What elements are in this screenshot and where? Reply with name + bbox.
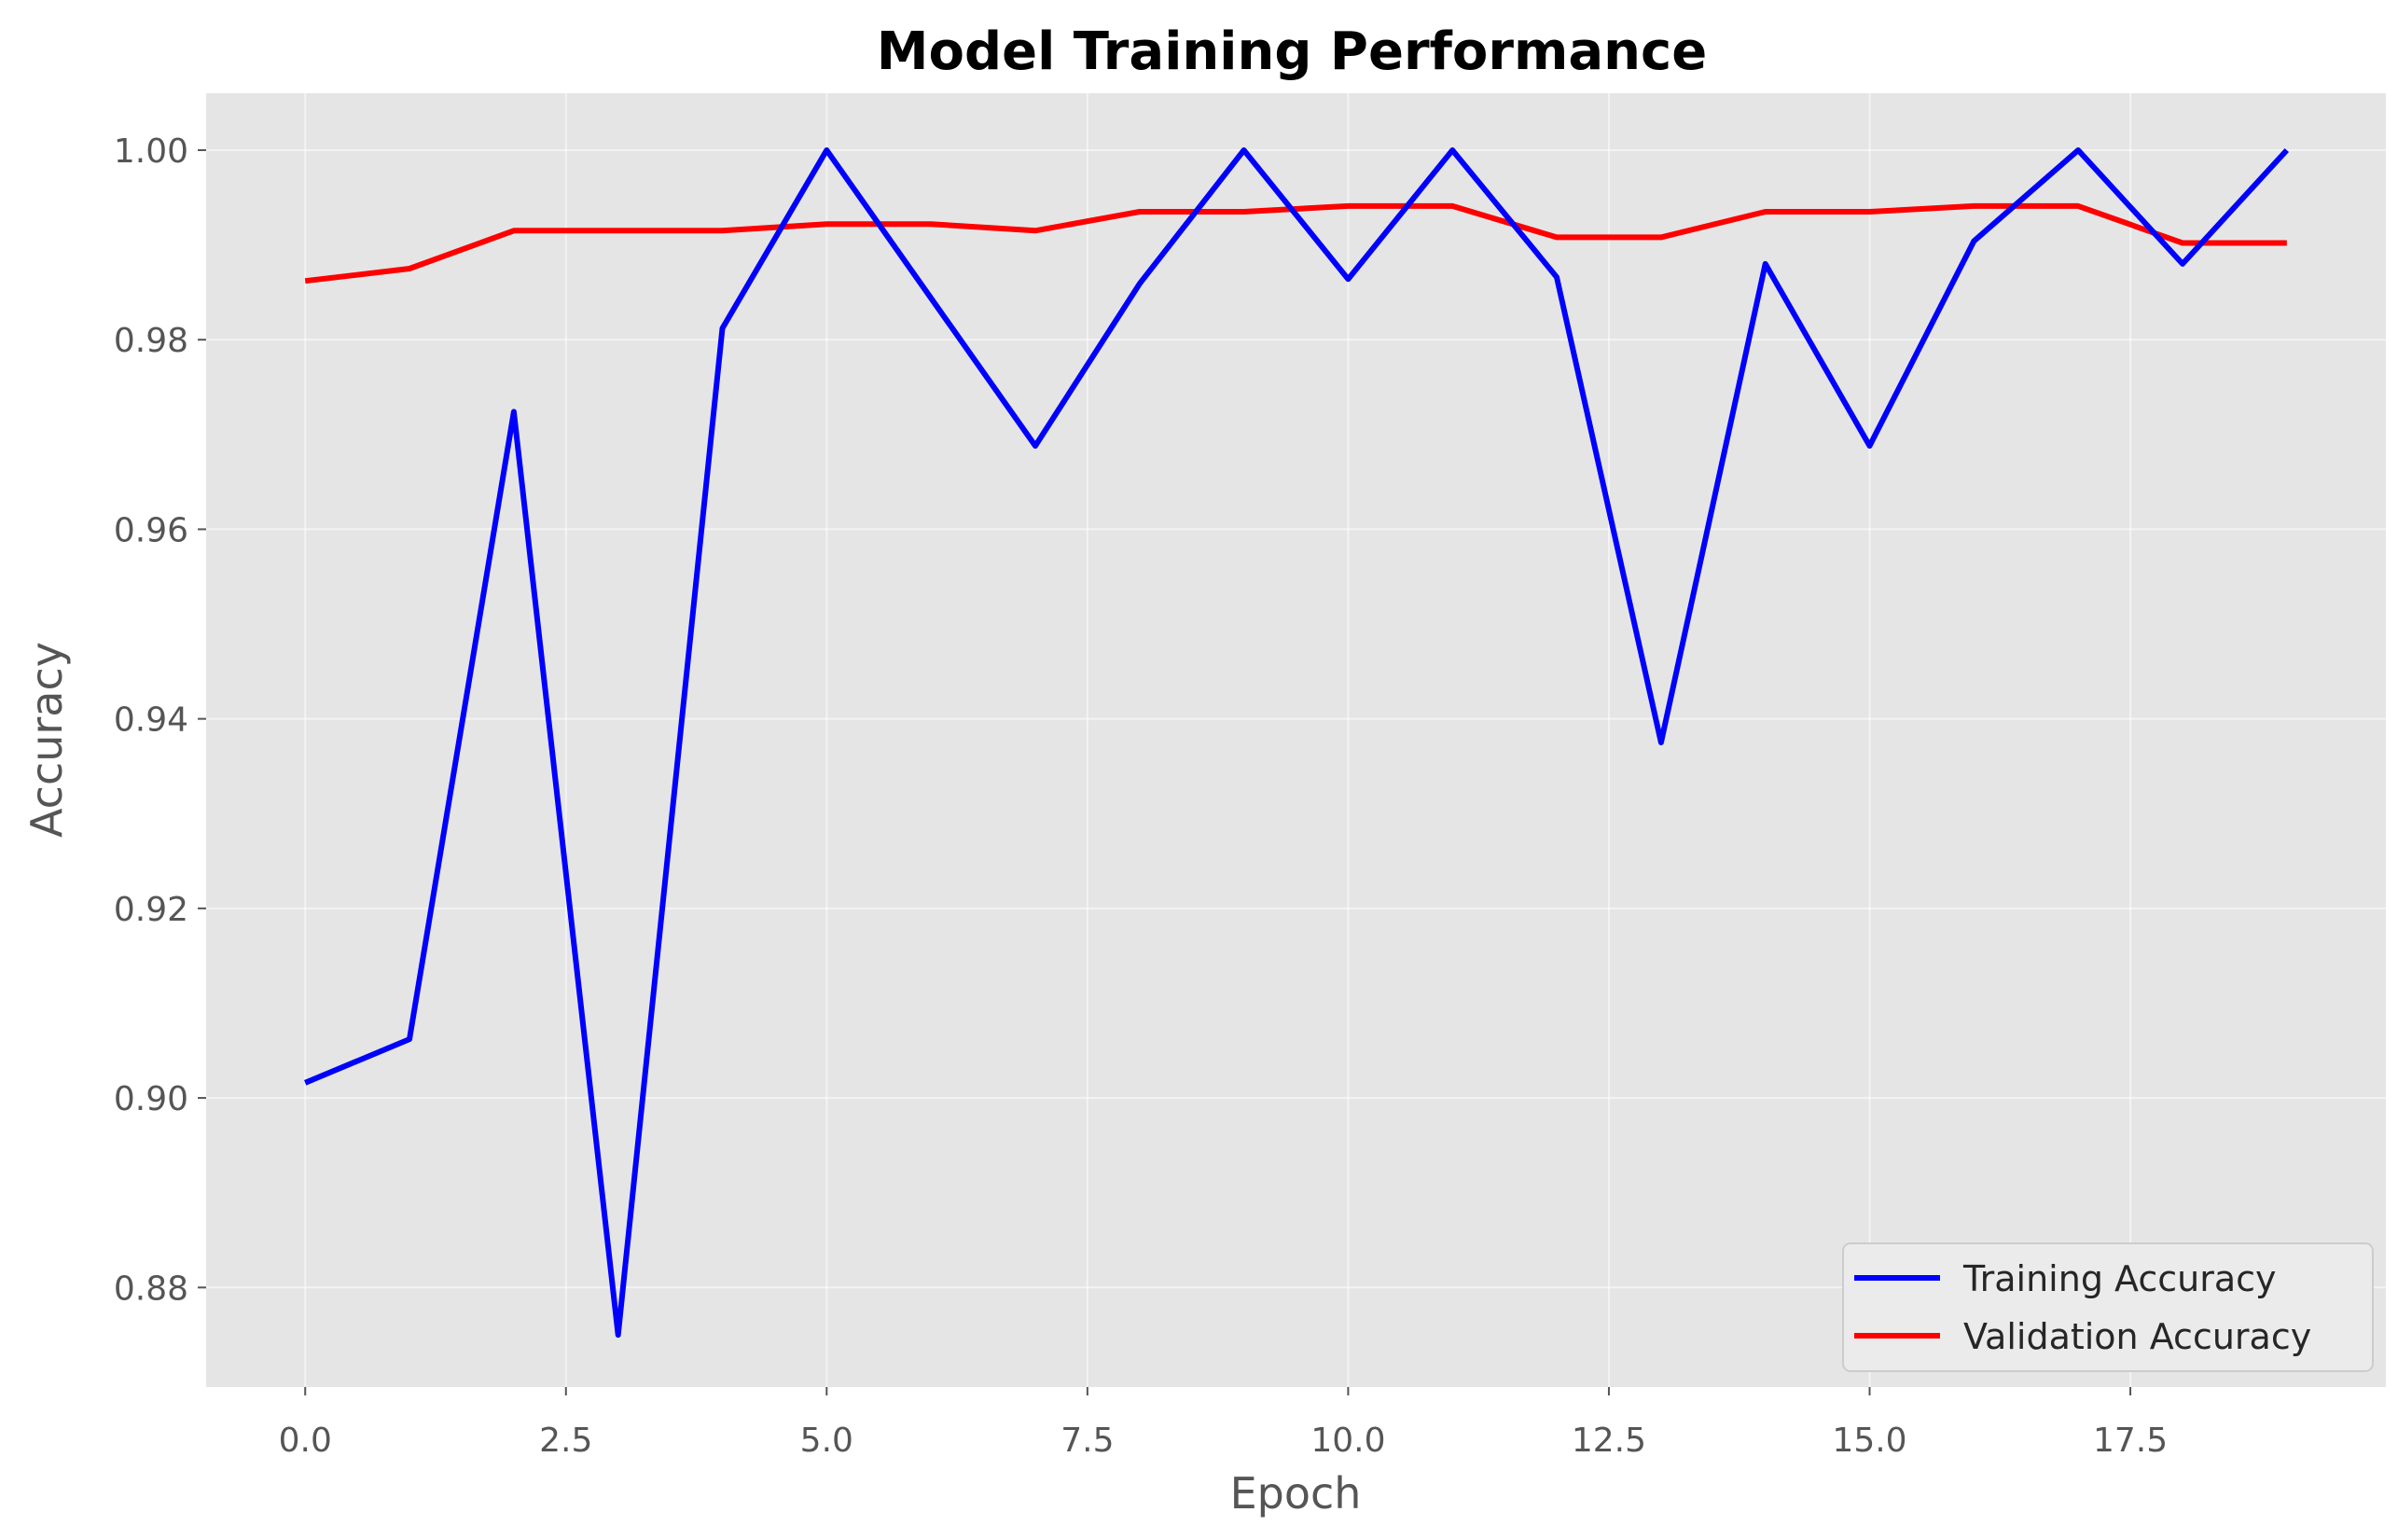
x-tick-label: 7.5: [1060, 1422, 1114, 1460]
x-axis-label: Epoch: [1230, 1468, 1362, 1519]
y-tick-label: 1.00: [114, 132, 188, 171]
legend-label-validation: Validation Accuracy: [1963, 1316, 2311, 1357]
x-axis-ticks: 0.0 2.5 5.0 7.5 10.0 12.5 15.0 17.5: [279, 1387, 2168, 1460]
y-tick-label: 0.98: [114, 322, 188, 360]
legend: Training Accuracy Validation Accuracy: [1842, 1242, 2374, 1372]
y-axis-ticks: 0.88 0.90 0.92 0.94 0.96 0.98 1.00: [114, 132, 206, 1308]
x-tick-label: 10.0: [1310, 1422, 1385, 1460]
x-tick-label: 15.0: [1832, 1422, 1906, 1460]
y-tick-label: 0.94: [114, 701, 188, 740]
x-tick-label: 12.5: [1572, 1422, 1646, 1460]
series-group: [304, 147, 2290, 1339]
y-tick-label: 0.90: [114, 1080, 188, 1118]
chart-title: Model Training Performance: [877, 21, 1707, 82]
series-line-validation: [304, 202, 2287, 284]
x-tick-label: 0.0: [279, 1422, 332, 1460]
x-tick-label: 17.5: [2093, 1422, 2168, 1460]
legend-label-training: Training Accuracy: [1962, 1258, 2277, 1299]
x-tick-label: 5.0: [800, 1422, 853, 1460]
series-line-training: [304, 147, 2290, 1339]
legend-box: [1842, 1242, 2374, 1372]
y-tick-label: 0.88: [114, 1269, 188, 1308]
y-axis-label: Accuracy: [21, 642, 72, 838]
x-tick-label: 2.5: [539, 1422, 592, 1460]
y-tick-label: 0.96: [114, 511, 188, 549]
y-tick-label: 0.92: [114, 891, 188, 929]
plot-area: [206, 93, 2386, 1387]
